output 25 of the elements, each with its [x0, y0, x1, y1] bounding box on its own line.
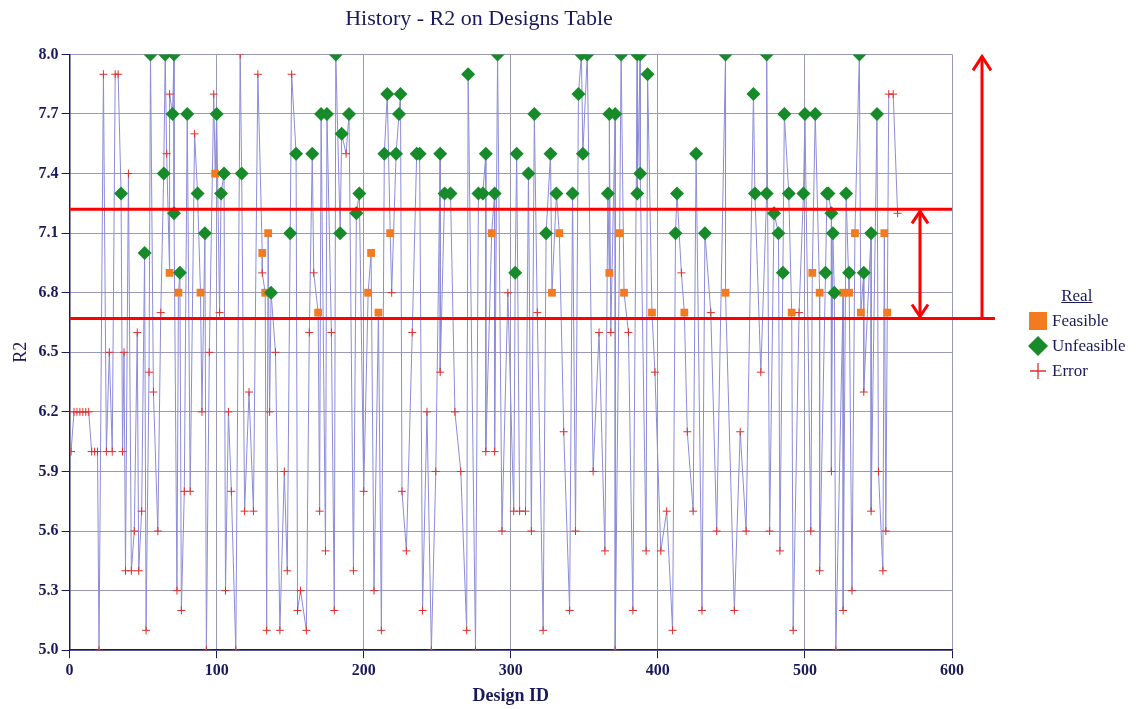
y-tick-label: 7.1	[38, 223, 59, 241]
y-tick-label: 6.2	[38, 402, 59, 420]
y-tick-label: 5.0	[38, 640, 59, 658]
legend-label: Error	[1052, 360, 1088, 381]
chart-title: History - R2 on Designs Table	[345, 4, 613, 30]
x-tick-label: 500	[792, 660, 817, 678]
y-tick-label: 8.0	[38, 44, 59, 62]
x-tick-label: 200	[351, 660, 376, 678]
x-tick-label: 600	[940, 660, 964, 678]
x-tick-label: 100	[204, 660, 229, 678]
legend-title: Real	[1060, 286, 1094, 306]
y-axis-title: R2	[9, 341, 30, 363]
y-tick-label: 5.9	[38, 461, 59, 479]
x-tick-label: 400	[645, 660, 670, 678]
y-tick-label: 6.5	[38, 342, 59, 360]
y-tick-label: 7.4	[38, 163, 59, 181]
legend-label: Feasible	[1052, 310, 1109, 331]
legend-label: Unfeasible	[1052, 335, 1126, 356]
x-tick-label: 300	[498, 660, 523, 678]
y-tick-label: 7.7	[38, 104, 59, 122]
y-tick-label: 5.6	[38, 521, 59, 539]
y-tick-label: 5.3	[38, 580, 59, 598]
x-tick-label: 0	[65, 660, 74, 678]
x-axis-title: Design ID	[472, 684, 550, 705]
y-tick-label: 6.8	[38, 282, 59, 300]
